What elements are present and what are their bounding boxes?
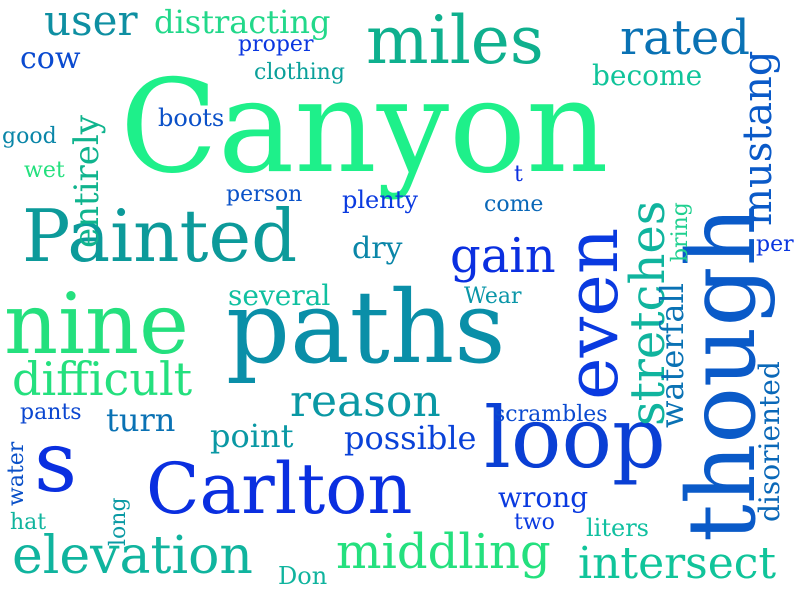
word-come: come — [484, 192, 544, 217]
word-elevation: elevation — [12, 526, 253, 586]
word-several: several — [228, 279, 331, 312]
word-wrong: wrong — [498, 481, 589, 514]
word-distracting: distracting — [154, 3, 331, 41]
word-t: t — [514, 162, 523, 187]
word-nine: nine — [4, 275, 189, 373]
word-boots: boots — [158, 104, 225, 132]
word-proper: proper — [238, 32, 314, 57]
word-mustang: mustang — [735, 50, 781, 226]
word-water: water — [4, 441, 29, 506]
word-carlton: Carlton — [146, 448, 413, 530]
word-difficult: difficult — [12, 352, 193, 406]
word-dry: dry — [352, 231, 403, 266]
word-turn: turn — [106, 401, 176, 439]
word-hat: hat — [10, 510, 47, 535]
word-entirely: entirely — [67, 114, 107, 248]
word-wet: wet — [24, 158, 65, 183]
word-middling: middling — [336, 524, 551, 580]
word-pants: pants — [20, 400, 82, 425]
word-user: user — [44, 0, 138, 45]
word-possible: possible — [344, 419, 477, 457]
word-bring: bring — [668, 202, 693, 262]
word-two: two — [514, 510, 555, 535]
word-waterfall: waterfall — [653, 283, 691, 428]
word-plenty: plenty — [342, 186, 418, 214]
word-good: good — [2, 124, 57, 149]
word-long: long — [106, 497, 131, 546]
word-painted: Painted — [22, 194, 298, 278]
word-gain: gain — [450, 228, 556, 284]
word-intersect: intersect — [578, 538, 777, 589]
word-clothing: clothing — [254, 60, 345, 85]
word-paths: paths — [226, 269, 506, 386]
word-even: even — [550, 227, 634, 400]
word-rated: rated — [620, 10, 750, 66]
word-become: become — [592, 59, 703, 92]
word-person: person — [226, 182, 303, 207]
word-cow: cow — [20, 41, 81, 76]
word-loop: loop — [484, 389, 666, 487]
word-s: s — [34, 413, 78, 511]
word-disoriented: disoriented — [753, 361, 786, 522]
word-point: point — [210, 417, 294, 455]
word-canyon: Canyon — [120, 53, 609, 202]
word-don: Don — [278, 562, 328, 590]
word-miles: miles — [366, 2, 544, 79]
word-scrambles: scrambles — [494, 402, 608, 427]
word-wear: Wear — [464, 284, 522, 309]
word-liters: liters — [586, 514, 649, 542]
word-per: per — [756, 232, 794, 257]
word-reason: reason — [290, 376, 441, 427]
